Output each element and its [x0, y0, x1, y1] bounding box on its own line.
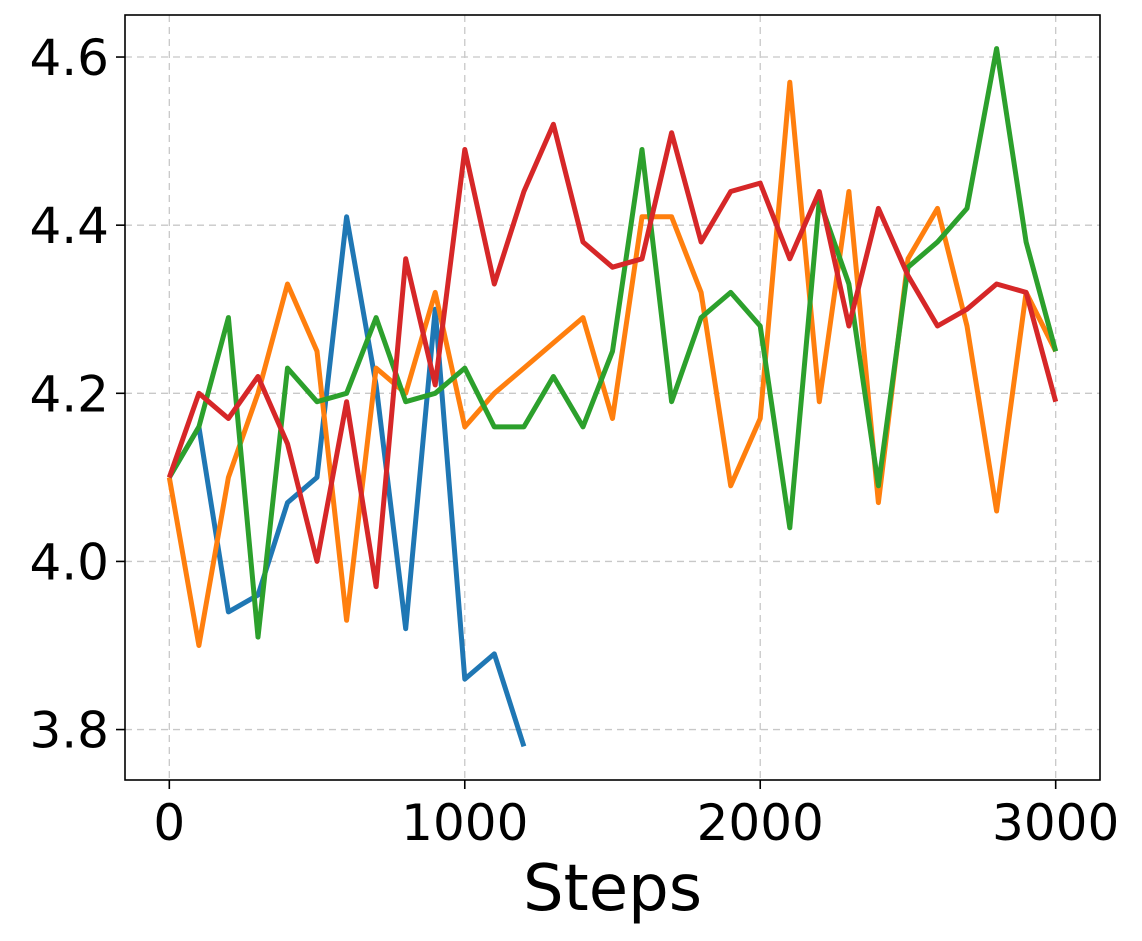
x-axis-label: Steps: [523, 852, 702, 926]
y-tick-label: 4.2: [29, 365, 109, 423]
y-tick-label: 4.4: [29, 197, 109, 255]
y-tick-label: 3.8: [29, 702, 109, 760]
x-tick-label: 1000: [401, 794, 528, 852]
series-layer: [166, 46, 1059, 748]
series-line-3: [167, 46, 1059, 640]
y-tick-label: 4.0: [29, 533, 109, 591]
series-line-2: [166, 79, 1058, 648]
series-line-4: [166, 121, 1059, 590]
x-tick-label: 2000: [697, 794, 824, 852]
grid-layer: [125, 15, 1100, 780]
series-line-1: [167, 214, 527, 748]
plot-frame: [124, 14, 1101, 781]
tick-layer: 0 1000 2000 3000 3.8 4.0 4.2 4.4 4.6: [29, 29, 1119, 852]
x-tick-label: 0: [153, 794, 185, 852]
x-tick-label: 3000: [992, 794, 1119, 852]
y-tick-label: 4.6: [29, 29, 109, 87]
